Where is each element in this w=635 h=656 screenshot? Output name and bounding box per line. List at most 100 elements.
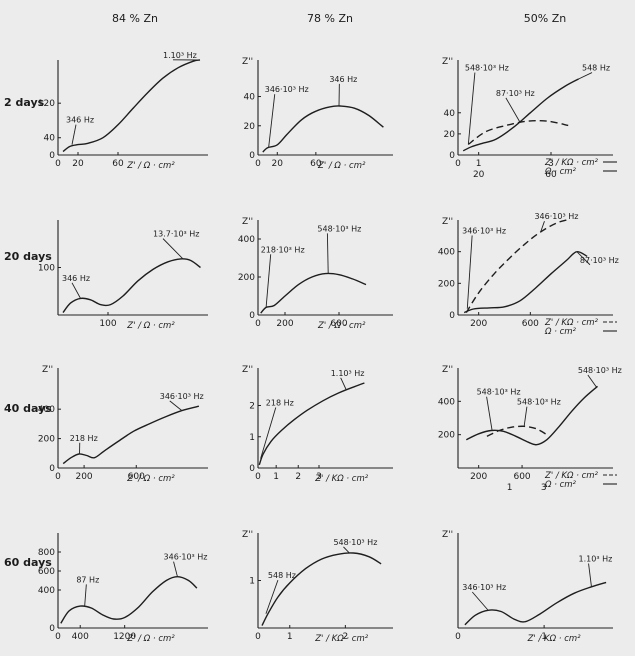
y-tick-label: 40 (444, 109, 456, 119)
x-axis-label: Z' / KΩ · cm² (314, 634, 369, 644)
annotation-label: 548·10³ Hz (317, 224, 361, 233)
annotation-label: 1.10³ Hz (579, 555, 613, 564)
x-tick-label: 60 (112, 159, 124, 169)
y-axis-label: Z'' (42, 365, 53, 375)
annotation-leader (343, 546, 350, 554)
legend-label: Z' / KΩ · cm² (544, 158, 599, 168)
y-axis-label: Z'' (242, 365, 253, 375)
series-line-0 (62, 405, 200, 465)
annotation-leader (326, 233, 329, 274)
x-tick-label: 2 (342, 632, 348, 642)
annotation-label: 1.10³ Hz (163, 51, 197, 60)
annotation-label: 346·10³ Hz (462, 226, 506, 235)
annotation-leader (162, 238, 184, 260)
y-tick-label: 0 (449, 151, 455, 161)
annotation-leader (587, 374, 597, 388)
annotation-leader (71, 282, 81, 299)
x-axis-label: Z' / Ω · cm² (317, 321, 366, 331)
x-tick-label: 20 (72, 159, 84, 169)
annotation-leader (466, 235, 473, 309)
panel-r0-c0: 0 20 60 0 40 120 Z' / Ω · cm² 346 Hz 1.10³ Hz (38, 51, 208, 171)
annotation-leader (84, 584, 87, 607)
annotation-leader (169, 400, 183, 411)
y-axis-label: Z'' (442, 530, 453, 540)
series-line-0 (62, 258, 201, 314)
y-tick-label: 1 (249, 577, 255, 587)
x-tick-label: 0 (55, 472, 61, 482)
x-tick-label: 1 (541, 632, 547, 642)
y-axis-label: Z'' (442, 57, 453, 67)
x-tick-label: 200 (75, 472, 92, 482)
legend-label: Ω · cm² (544, 480, 577, 490)
panel-r1-c0: 100 100 Z' / Ω · cm² 346 Hz 13.7·10³ Hz (38, 220, 208, 331)
y-tick-label: 0 (449, 311, 455, 321)
y-tick-label: 400 (438, 397, 455, 407)
annotation-leader (486, 396, 493, 431)
x-axis-label: Z' / Ω · cm² (126, 474, 175, 484)
y-tick-label: 600 (38, 567, 55, 577)
annotation-label: 548·10³ Hz (333, 538, 377, 547)
annotation-label: 548 Hz (268, 571, 296, 580)
y-axis-label: Z'' (242, 530, 253, 540)
y-tick-label: 400 (38, 405, 55, 415)
annotation-label: 218 Hz (70, 434, 98, 443)
annotation-label: 13.7·10³ Hz (153, 230, 200, 239)
y-tick-label: 200 (438, 431, 455, 441)
x-tick-label: 600 (330, 319, 347, 329)
y-tick-label: 200 (438, 279, 455, 289)
panel-r3-c2: 0 1 Z'' Z' / KΩ · cm² 346·10³ Hz 1.10³ Hz (442, 530, 613, 644)
x-tick-label: 0 (255, 472, 261, 482)
annotation-leader (265, 254, 272, 308)
series-line-0 (262, 105, 384, 153)
x-tick-label: 0 (255, 319, 261, 329)
x-axis-label: Z' / KΩ · cm² (527, 634, 582, 644)
annotation-label: 1.10³ Hz (331, 369, 365, 378)
annotation-leader (268, 94, 276, 148)
annotation-label: 346 Hz (329, 75, 357, 84)
x-tick-label: 200 (276, 319, 293, 329)
x-tick-label: 0 (55, 632, 61, 642)
annotation-leader (173, 561, 178, 577)
y-tick-label: 0 (49, 151, 55, 161)
annotation-leader (576, 251, 591, 266)
y-tick-label: 2 (249, 402, 255, 412)
y-tick-label: 200 (238, 273, 255, 283)
annotation-label: 346 Hz (66, 116, 94, 125)
y-tick-label: 400 (238, 235, 255, 245)
panel-r2-c0: 0 200 600 0 200 400 Z'' Z' / Ω · cm² 218 Hz 346·1… (38, 365, 208, 484)
annotation-label: 87 Hz (76, 575, 99, 584)
x-axis-label: Z' / Ω · cm² (126, 161, 175, 171)
y-tick-label: 20 (244, 122, 256, 132)
series-line-0 (62, 59, 201, 153)
y-tick-label: 120 (38, 99, 55, 109)
panel-r2-c1: 0 1 2 3 0 1 2 Z'' Z' / KΩ · cm² 218 Hz 1.10³ Hz (242, 365, 393, 484)
annotation-leader (260, 407, 277, 459)
x-tick-label: 3 (316, 472, 322, 482)
x-tick-label: 0 (55, 159, 61, 169)
series-line-0 (261, 552, 382, 626)
annotation-leader (471, 591, 489, 611)
legend-label: Ω · cm² (544, 167, 577, 177)
annotation-leader (505, 97, 521, 123)
x-tick-label: 2 (295, 472, 301, 482)
y-tick-label: 20 (444, 130, 456, 140)
legend-label: Z' / KΩ · cm² (544, 318, 599, 328)
series-line-0 (464, 581, 607, 626)
y-axis-label: Z'' (442, 217, 453, 227)
annotation-label: 346·10³ Hz (160, 392, 204, 401)
x-tick-label: 1 (273, 472, 279, 482)
x-tick-label: 0 (255, 632, 261, 642)
column-title-50: 50% Zn (524, 12, 566, 25)
series-line-1 (486, 425, 548, 437)
x-tick-label: 200 (470, 319, 487, 329)
series-line-0 (462, 78, 579, 152)
x-tick-label: 600 (513, 472, 530, 482)
y-tick-label: 200 (38, 435, 55, 445)
y-tick-label: 0 (249, 464, 255, 474)
column-title-84: 84 % Zn (112, 12, 158, 25)
y-axis-label: Z'' (442, 365, 453, 375)
x-tick-label: 200 (470, 472, 487, 482)
annotation-label: 346·10³ Hz (265, 85, 309, 94)
